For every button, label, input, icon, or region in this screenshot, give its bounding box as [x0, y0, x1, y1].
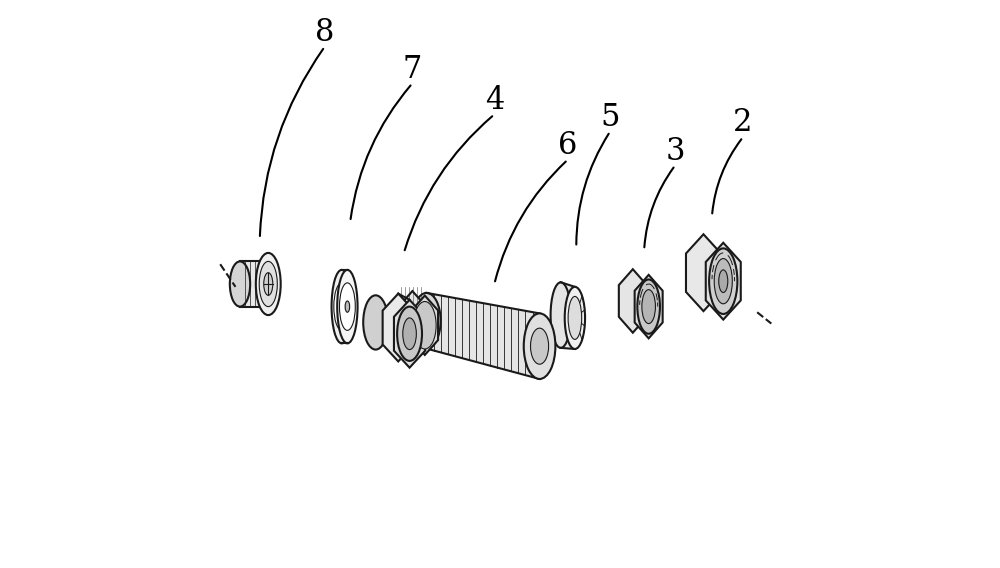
Ellipse shape: [334, 283, 350, 331]
Text: 5: 5: [600, 102, 620, 133]
Ellipse shape: [719, 270, 728, 293]
Ellipse shape: [412, 293, 441, 349]
Polygon shape: [394, 300, 425, 367]
Polygon shape: [619, 269, 647, 333]
Ellipse shape: [339, 283, 355, 331]
Ellipse shape: [531, 328, 549, 364]
Ellipse shape: [256, 253, 281, 315]
Text: 2: 2: [733, 107, 753, 139]
Ellipse shape: [568, 296, 582, 340]
Polygon shape: [240, 261, 268, 307]
Text: 6: 6: [558, 130, 578, 161]
Text: 7: 7: [403, 54, 422, 85]
Ellipse shape: [551, 282, 571, 348]
Ellipse shape: [264, 273, 273, 295]
Ellipse shape: [524, 314, 555, 379]
Polygon shape: [427, 293, 540, 379]
Text: 4: 4: [485, 85, 504, 116]
Text: 8: 8: [315, 17, 334, 48]
Polygon shape: [706, 243, 741, 320]
Ellipse shape: [565, 287, 585, 349]
Ellipse shape: [337, 270, 358, 343]
Ellipse shape: [259, 261, 277, 307]
Ellipse shape: [709, 248, 737, 314]
Text: 3: 3: [665, 136, 685, 166]
Ellipse shape: [363, 295, 388, 349]
Ellipse shape: [714, 258, 732, 304]
Ellipse shape: [403, 318, 416, 349]
Ellipse shape: [345, 301, 350, 312]
Ellipse shape: [230, 261, 250, 307]
Polygon shape: [412, 295, 438, 355]
Ellipse shape: [332, 270, 352, 343]
Polygon shape: [561, 282, 575, 349]
Ellipse shape: [642, 290, 655, 324]
Polygon shape: [399, 291, 426, 350]
Ellipse shape: [637, 279, 660, 334]
Polygon shape: [686, 234, 721, 311]
Ellipse shape: [397, 307, 422, 361]
Polygon shape: [635, 275, 663, 339]
Polygon shape: [383, 294, 414, 361]
Ellipse shape: [414, 302, 436, 349]
